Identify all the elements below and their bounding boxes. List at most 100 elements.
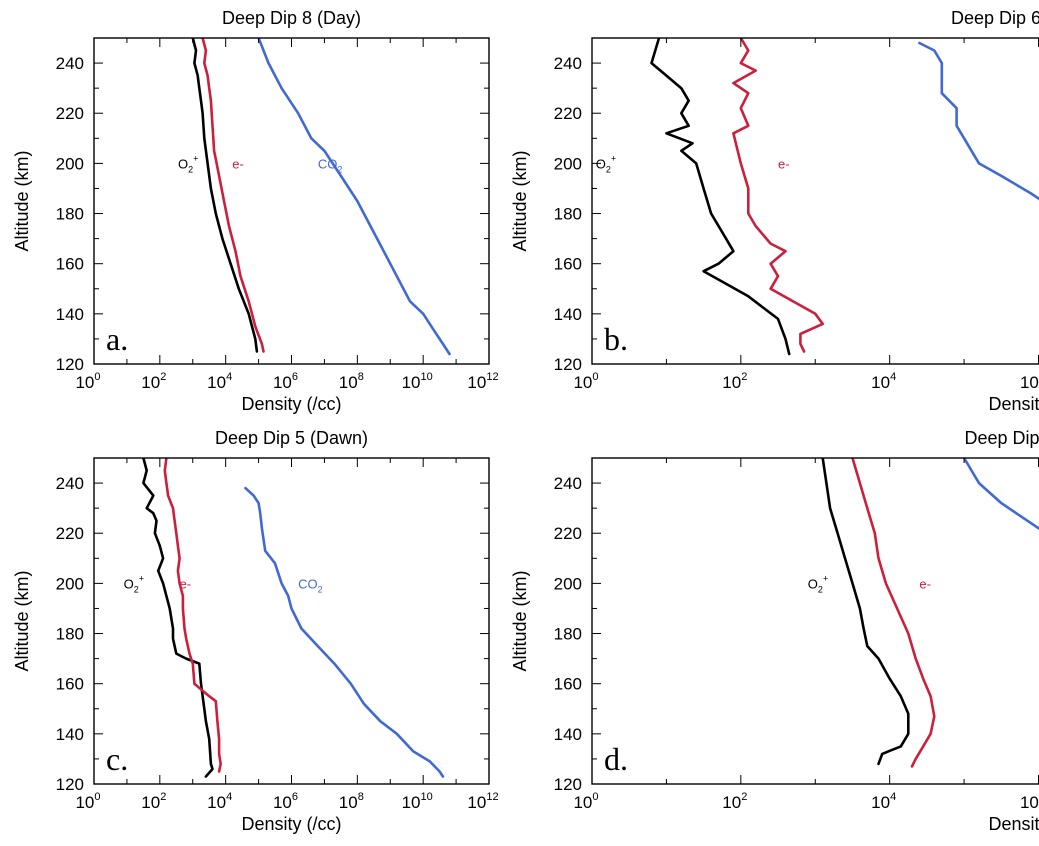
x-tick-exponent: 0 <box>94 791 100 803</box>
series-line-o2- <box>191 38 259 353</box>
y-tick-label: 120 <box>56 355 84 374</box>
chart-title: Deep Dip 7 (Dusk) <box>964 428 1039 448</box>
y-tick-label: 200 <box>554 154 582 173</box>
x-tick-label: 102 <box>141 371 166 392</box>
x-tick-base: 10 <box>273 793 292 812</box>
x-tick-base: 10 <box>573 373 592 392</box>
x-tick-label: 104 <box>207 791 232 812</box>
x-tick-exponent: 12 <box>486 371 498 383</box>
x-tick-label: 100 <box>75 791 100 812</box>
x-tick-label: 100 <box>573 791 598 812</box>
series-line-o2- <box>142 458 214 778</box>
x-tick-base: 10 <box>141 373 160 392</box>
series-line-co2 <box>257 38 451 356</box>
y-tick-label: 240 <box>554 474 582 493</box>
series-line-co2 <box>918 41 1039 201</box>
x-tick-label: 102 <box>722 791 747 812</box>
x-tick-exponent: 12 <box>486 791 498 803</box>
series-line-o2- <box>821 458 910 766</box>
x-tick-base: 10 <box>402 793 421 812</box>
y-tick-label: 120 <box>56 775 84 794</box>
x-tick-base: 10 <box>722 373 741 392</box>
y-tick-label: 140 <box>554 305 582 324</box>
panel-letter: a. <box>106 321 128 357</box>
x-tick-base: 10 <box>871 373 890 392</box>
series-label-superscript: + <box>611 153 616 163</box>
y-tick-label: 240 <box>56 474 84 493</box>
y-axis-label: Altitude (km) <box>12 570 32 671</box>
x-tick-base: 10 <box>722 793 741 812</box>
series-label-subscript: 2 <box>318 584 323 594</box>
series-label-superscript: + <box>823 573 828 583</box>
plot-frame <box>591 457 1039 785</box>
x-tick-exponent: 2 <box>160 371 166 383</box>
x-tick-exponent: 0 <box>592 371 598 383</box>
series-label-main: e- <box>778 156 790 171</box>
x-axis-label: Density (/cc) <box>988 394 1039 414</box>
x-tick-label: 1012 <box>467 791 498 812</box>
x-tick-exponent: 0 <box>592 791 598 803</box>
panel-letter: d. <box>604 741 628 777</box>
series-label-main: e- <box>180 576 192 591</box>
series-label-subscript: 2 <box>134 584 139 594</box>
y-tick-label: 220 <box>554 104 582 123</box>
y-tick-label: 220 <box>56 104 84 123</box>
panel-b: Deep Dip 6 (Midnight)O2+e-CO210010210410… <box>510 8 1039 414</box>
x-tick-exponent: 10 <box>421 371 433 383</box>
x-tick-label: 100 <box>75 371 100 392</box>
x-tick-label: 106 <box>273 791 298 812</box>
series-line-e- <box>851 458 936 768</box>
x-tick-base: 10 <box>207 793 226 812</box>
series-label-main: e- <box>919 576 931 591</box>
y-tick-label: 240 <box>554 54 582 73</box>
x-tick-base: 10 <box>402 373 421 392</box>
series-lines <box>650 38 1039 356</box>
panel-letter: c. <box>106 741 128 777</box>
x-tick-base: 10 <box>75 373 94 392</box>
series-label-co2: CO2 <box>318 156 343 174</box>
series-label-main: CO <box>298 576 318 591</box>
x-tick-exponent: 4 <box>890 371 896 383</box>
x-tick-base: 10 <box>207 373 226 392</box>
series-line-e- <box>732 38 824 353</box>
y-tick-label: 160 <box>554 255 582 274</box>
x-tick-label: 100 <box>573 371 598 392</box>
x-tick-exponent: 2 <box>741 371 747 383</box>
y-tick-label: 120 <box>554 355 582 374</box>
series-label-subscript: 2 <box>606 164 611 174</box>
y-axis-label: Altitude (km) <box>510 570 530 671</box>
series-label-superscript: + <box>193 153 198 163</box>
series-line-e- <box>163 458 222 773</box>
series-label-o2-: O2+ <box>124 573 144 594</box>
y-tick-label: 140 <box>554 725 582 744</box>
series-label-subscript: 2 <box>188 164 193 174</box>
x-tick-label: 1010 <box>402 371 433 392</box>
x-tick-base: 10 <box>273 373 292 392</box>
series-label-main: e- <box>232 156 244 171</box>
x-tick-base: 10 <box>1020 793 1039 812</box>
series-label-superscript: + <box>139 573 144 583</box>
x-tick-exponent: 6 <box>292 371 298 383</box>
x-tick-exponent: 4 <box>890 791 896 803</box>
series-label-subscript: 2 <box>337 164 342 174</box>
chart-title: Deep Dip 6 (Midnight) <box>951 8 1039 28</box>
series-line-o2- <box>650 38 791 356</box>
series-label-e-: e- <box>180 576 192 591</box>
y-tick-label: 200 <box>554 574 582 593</box>
x-tick-exponent: 2 <box>741 791 747 803</box>
x-tick-base: 10 <box>467 373 486 392</box>
series-label-o2-: O2+ <box>178 153 198 174</box>
x-tick-base: 10 <box>573 793 592 812</box>
series-lines <box>142 458 445 778</box>
y-tick-label: 220 <box>554 524 582 543</box>
series-label-e-: e- <box>919 576 931 591</box>
y-tick-label: 180 <box>56 205 84 224</box>
x-tick-exponent: 8 <box>358 371 364 383</box>
y-tick-label: 160 <box>554 675 582 694</box>
x-tick-exponent: 8 <box>358 791 364 803</box>
y-tick-label: 140 <box>56 305 84 324</box>
panel-letter: b. <box>604 321 628 357</box>
y-tick-label: 240 <box>56 54 84 73</box>
